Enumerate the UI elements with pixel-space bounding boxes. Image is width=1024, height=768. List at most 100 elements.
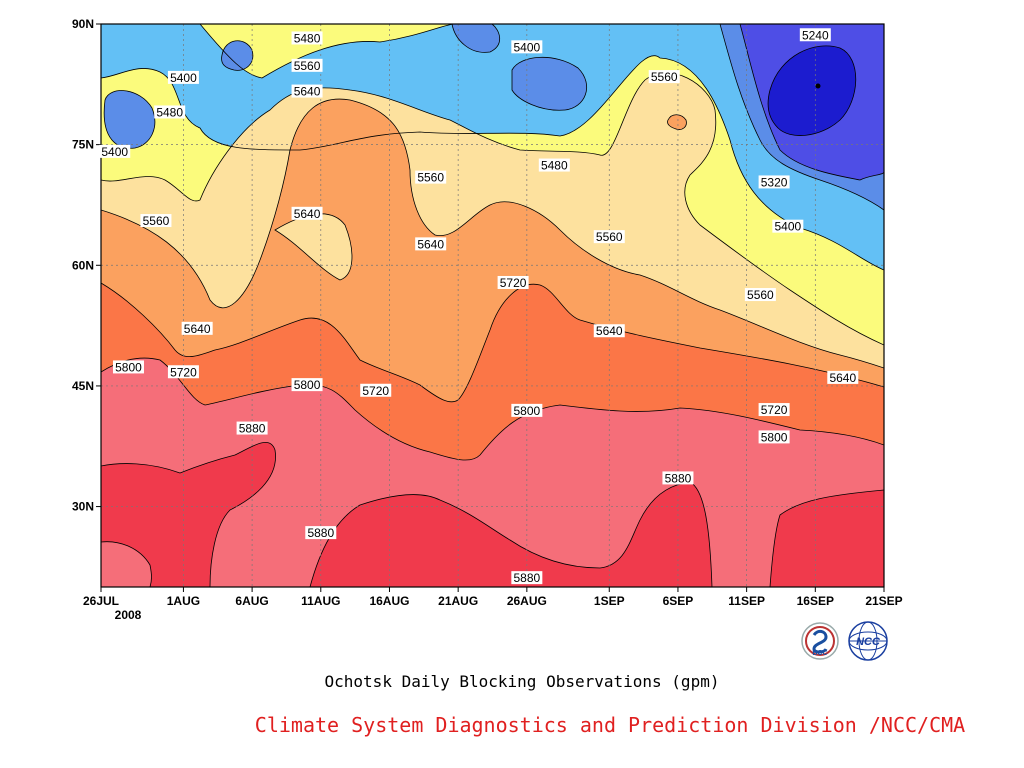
band-5400-blob-center bbox=[512, 57, 587, 111]
y-tick-label: 90N bbox=[72, 17, 94, 31]
x-tick-label: 11SEP bbox=[728, 594, 765, 608]
contour-label-bg bbox=[772, 219, 804, 233]
contour-line-5880-corner bbox=[101, 541, 152, 587]
contour-label-bg bbox=[167, 365, 199, 379]
contour-label-bg bbox=[140, 214, 172, 228]
contour-label-bg bbox=[662, 471, 694, 485]
contour-label: 5400 bbox=[170, 71, 197, 85]
contour-label: 5560 bbox=[651, 70, 678, 84]
contour-label-bg bbox=[593, 324, 625, 338]
y-tick-label: 75N bbox=[72, 138, 94, 152]
contour-label: 5480 bbox=[541, 159, 568, 173]
contour-label: 5720 bbox=[362, 384, 389, 398]
contour-label-bg bbox=[99, 144, 131, 158]
contour-label: 5640 bbox=[184, 322, 211, 336]
contour-labels: 5480 5560 5400 5400 5240 5560 5640 5480 5400 5480… bbox=[99, 28, 859, 585]
contour-line-5560 bbox=[101, 72, 884, 346]
x-tick-label: 21SEP bbox=[865, 594, 902, 608]
contour-label: 5720 bbox=[500, 276, 527, 290]
contour-label: 5720 bbox=[170, 365, 197, 379]
x-tick-label: 21AUG bbox=[438, 594, 478, 608]
contour-line-5880-east bbox=[769, 489, 884, 587]
contour-label: 5880 bbox=[307, 526, 334, 540]
band-lt5240-core bbox=[768, 45, 856, 136]
x-tick-label: 11AUG bbox=[301, 594, 340, 608]
contour-label-bg bbox=[167, 70, 199, 84]
x-axis: 26JUL 1AUG 6AUG 11AUG 16AUG 21AUG 26AUG 1SEP 6SE… bbox=[83, 587, 903, 608]
contour-line-5400-north bbox=[221, 40, 254, 71]
low-center-marker bbox=[815, 83, 821, 89]
y-tick-label: 30N bbox=[72, 500, 94, 514]
contour-label: 5400 bbox=[513, 40, 540, 54]
contour-label: 5480 bbox=[294, 31, 321, 45]
x-tick-label: 6AUG bbox=[235, 594, 268, 608]
contour-label-bg bbox=[511, 571, 543, 585]
x-tick-label: 26JUL bbox=[83, 594, 119, 608]
contour-label-bg bbox=[236, 421, 268, 435]
contour-line-5400-east bbox=[719, 24, 884, 211]
band-5400-blob-north bbox=[221, 40, 253, 71]
contour-label-bg bbox=[291, 31, 323, 45]
x-tick-label: 1SEP bbox=[594, 594, 625, 608]
contour-line-5480b bbox=[101, 55, 884, 271]
x-tick-label: 16AUG bbox=[369, 594, 409, 608]
chart-title: Ochotsk Daily Blocking Observations (gpm… bbox=[324, 672, 720, 691]
contour-line-5480 bbox=[199, 24, 456, 79]
contour-label: 5800 bbox=[115, 360, 142, 374]
contour-label-bg bbox=[497, 275, 529, 289]
plot-frame bbox=[100, 23, 885, 588]
band-lt-5880-corner bbox=[101, 541, 152, 587]
contour-line-5800 bbox=[101, 357, 884, 461]
x-axis-year-label: 2008 bbox=[115, 608, 142, 622]
contour-label: 5720 bbox=[761, 403, 788, 417]
contour-label-bg bbox=[648, 70, 680, 84]
contour-label-bg bbox=[291, 378, 323, 392]
contour-label: 5560 bbox=[143, 214, 170, 228]
contour-label-bg bbox=[291, 58, 323, 72]
x-tick-label: 1AUG bbox=[167, 594, 200, 608]
contour-label-bg bbox=[744, 288, 776, 302]
contour-label: 5800 bbox=[294, 378, 321, 392]
contour-line-5400-center bbox=[511, 56, 588, 111]
contour-label: 5880 bbox=[239, 422, 266, 436]
contour-label: 5560 bbox=[294, 59, 321, 73]
contour-label-bg bbox=[758, 430, 790, 444]
svg-text:BCC: BCC bbox=[812, 650, 827, 657]
contour-line-5640-inner bbox=[667, 114, 687, 130]
y-tick-label: 45N bbox=[72, 379, 94, 393]
contour-line-5400-top bbox=[451, 24, 501, 53]
island-5640-inner bbox=[667, 114, 687, 130]
contour-label-bg bbox=[305, 526, 337, 540]
band-5400-blob-top bbox=[452, 24, 500, 53]
contour-line-5640 bbox=[101, 98, 884, 369]
contour-fills bbox=[101, 24, 884, 587]
x-tick-label: 26AUG bbox=[507, 594, 547, 608]
contour-label-bg bbox=[538, 158, 570, 172]
contour-label: 5320 bbox=[761, 175, 788, 189]
contour-label: 5800 bbox=[513, 404, 540, 418]
contour-label: 5800 bbox=[761, 430, 788, 444]
contour-label-bg bbox=[415, 170, 447, 184]
ncc-logo: NCC bbox=[848, 621, 888, 661]
contour-label-bg bbox=[758, 403, 790, 417]
chart-credit: Climate System Diagnostics and Predictio… bbox=[254, 713, 966, 737]
contour-label: 5240 bbox=[802, 28, 829, 42]
contour-line-5320-east bbox=[739, 24, 884, 181]
contour-label-bg bbox=[112, 360, 144, 374]
contour-label: 5400 bbox=[101, 145, 128, 159]
contour-label-bg bbox=[181, 321, 213, 335]
contour-label: 5880 bbox=[513, 571, 540, 585]
band-ge-5880-mid bbox=[310, 482, 712, 587]
svg-text:NCC: NCC bbox=[856, 636, 881, 648]
band-ge-5880-south bbox=[101, 442, 276, 587]
contour-label: 5640 bbox=[294, 207, 321, 221]
contour-label-bg bbox=[415, 237, 447, 251]
contour-label: 5560 bbox=[747, 288, 774, 302]
x-tick-label: 16SEP bbox=[797, 594, 834, 608]
contour-label: 5640 bbox=[417, 237, 444, 251]
grid-lines bbox=[101, 24, 884, 587]
contour-label: 5400 bbox=[774, 220, 801, 234]
contour-label-bg bbox=[291, 206, 323, 220]
contour-label: 5480 bbox=[156, 105, 183, 119]
band-5400-5480-west-blob bbox=[104, 90, 155, 149]
